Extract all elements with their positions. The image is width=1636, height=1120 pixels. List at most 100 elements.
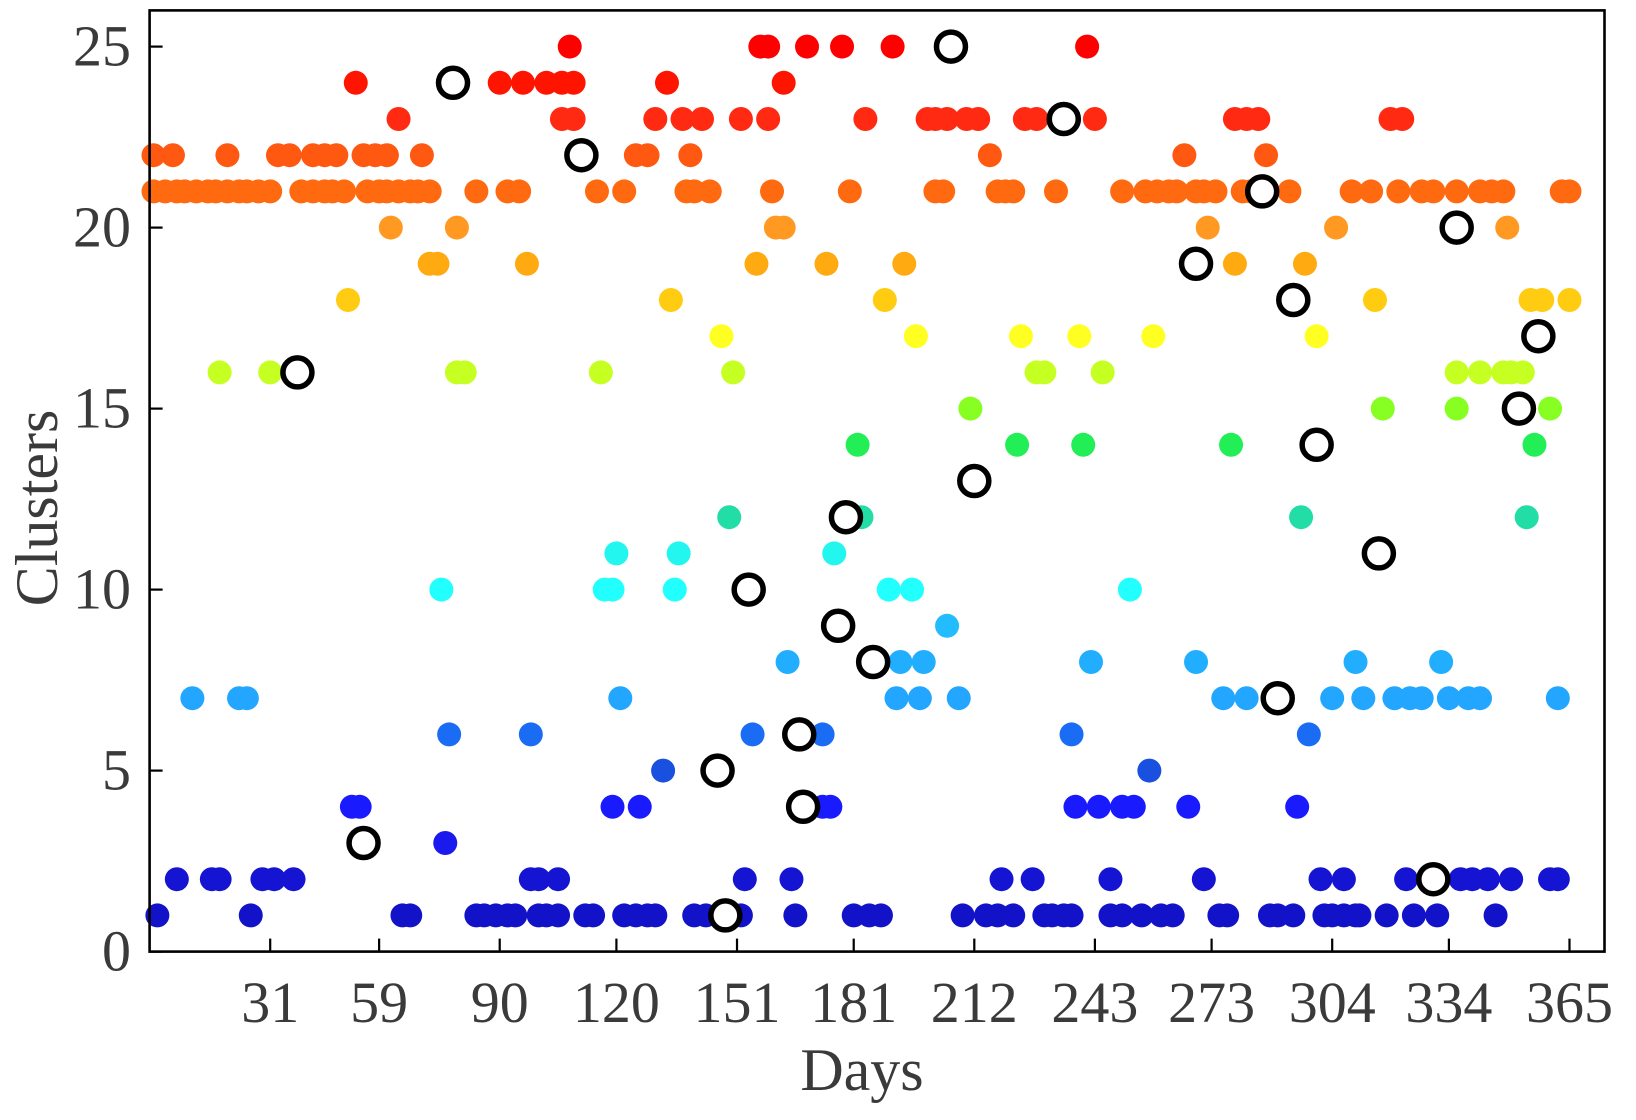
point-cluster-21 xyxy=(332,179,357,204)
point-cluster-21 xyxy=(837,179,862,204)
point-cluster-23 xyxy=(386,107,411,131)
point-cluster-21 xyxy=(1001,179,1026,204)
point-cluster-17 xyxy=(1067,324,1092,349)
open-circle-marker xyxy=(828,499,864,535)
point-cluster-2 xyxy=(732,867,757,892)
point-cluster-22 xyxy=(374,143,399,168)
point-cluster-23 xyxy=(1246,107,1271,131)
x-tick-label: 273 xyxy=(1168,970,1255,1035)
point-cluster-11 xyxy=(822,541,847,566)
open-circle-marker xyxy=(280,355,315,390)
point-cluster-21 xyxy=(1164,179,1189,204)
point-cluster-21 xyxy=(1444,179,1469,204)
point-cluster-17 xyxy=(1008,324,1033,349)
point-cluster-23 xyxy=(935,107,960,131)
filled-points-layer xyxy=(141,34,1582,928)
point-cluster-24 xyxy=(343,70,368,95)
point-cluster-11 xyxy=(666,541,691,566)
point-cluster-1 xyxy=(1347,903,1372,928)
point-cluster-6 xyxy=(437,722,462,747)
point-cluster-17 xyxy=(903,324,928,349)
point-cluster-1 xyxy=(1160,903,1185,928)
y-tick-label: 5 xyxy=(102,738,131,803)
point-cluster-8 xyxy=(1343,650,1368,674)
point-cluster-1 xyxy=(1129,903,1154,928)
point-cluster-24 xyxy=(511,70,536,95)
point-cluster-21 xyxy=(1557,179,1582,204)
open-circle-marker xyxy=(1439,210,1474,245)
point-cluster-2 xyxy=(1331,867,1356,892)
point-cluster-23 xyxy=(966,107,991,131)
point-cluster-10 xyxy=(900,577,925,602)
open-circle-marker xyxy=(1521,318,1556,354)
point-cluster-19 xyxy=(514,251,539,276)
point-cluster-20 xyxy=(1495,215,1520,240)
point-cluster-14 xyxy=(845,432,870,457)
point-cluster-18 xyxy=(658,288,683,312)
point-cluster-24 xyxy=(771,70,796,95)
point-cluster-7 xyxy=(1409,686,1434,711)
point-cluster-2 xyxy=(1098,867,1123,892)
point-cluster-17 xyxy=(709,324,734,349)
point-cluster-20 xyxy=(1324,215,1349,240)
y-tick-label: 0 xyxy=(102,919,131,984)
point-cluster-18 xyxy=(335,288,360,312)
point-cluster-4 xyxy=(1285,794,1310,819)
point-cluster-16 xyxy=(1510,360,1535,385)
point-cluster-2 xyxy=(1191,867,1216,892)
point-cluster-22 xyxy=(1172,143,1197,168)
point-cluster-4 xyxy=(347,794,372,819)
point-cluster-1 xyxy=(1059,903,1084,928)
open-circle-marker xyxy=(346,825,381,861)
point-cluster-25 xyxy=(557,34,582,59)
point-cluster-10 xyxy=(600,577,625,602)
point-cluster-8 xyxy=(1079,650,1104,674)
point-cluster-1 xyxy=(145,903,170,928)
point-cluster-6 xyxy=(1059,722,1084,747)
point-cluster-21 xyxy=(1203,179,1228,204)
point-cluster-2 xyxy=(1499,867,1524,892)
point-cluster-19 xyxy=(425,251,450,276)
axes-layer: 31 59 90 120 151 181 212 243 273 304 334 365 0 5 10 15 2… xyxy=(73,9,1613,1035)
point-cluster-23 xyxy=(561,107,586,131)
point-cluster-23 xyxy=(670,107,695,131)
point-cluster-1 xyxy=(1425,903,1450,928)
point-cluster-20 xyxy=(1195,215,1220,240)
point-cluster-23 xyxy=(756,107,781,131)
point-cluster-12 xyxy=(1514,505,1539,530)
point-cluster-23 xyxy=(643,107,668,131)
point-cluster-2 xyxy=(262,867,287,892)
open-circle-marker xyxy=(1046,101,1082,137)
point-cluster-2 xyxy=(281,867,306,892)
point-cluster-8 xyxy=(911,650,936,674)
point-cluster-1 xyxy=(643,903,668,928)
point-cluster-3 xyxy=(433,831,458,855)
point-cluster-21 xyxy=(697,179,722,204)
point-cluster-10 xyxy=(662,577,687,602)
point-cluster-1 xyxy=(581,903,606,928)
point-cluster-16 xyxy=(452,360,477,385)
point-cluster-1 xyxy=(546,903,571,928)
point-cluster-22 xyxy=(409,143,434,168)
point-cluster-19 xyxy=(1292,251,1317,276)
point-cluster-4 xyxy=(600,794,625,819)
point-cluster-22 xyxy=(678,143,703,168)
point-cluster-21 xyxy=(931,179,956,204)
point-cluster-23 xyxy=(1390,107,1415,131)
point-cluster-1 xyxy=(1483,903,1508,928)
open-circle-marker xyxy=(957,463,992,499)
point-cluster-1 xyxy=(1215,903,1240,928)
point-cluster-7 xyxy=(907,686,932,711)
x-axis-label: Days xyxy=(800,1037,923,1103)
point-cluster-2 xyxy=(164,867,189,892)
point-cluster-21 xyxy=(1277,179,1302,204)
open-circle-marker xyxy=(781,717,817,752)
open-circle-marker xyxy=(708,898,743,933)
point-cluster-2 xyxy=(1475,867,1500,892)
open-circle-marker xyxy=(855,644,891,680)
point-cluster-2 xyxy=(989,867,1014,892)
point-cluster-16 xyxy=(258,360,283,385)
point-cluster-21 xyxy=(1043,179,1068,204)
point-cluster-7 xyxy=(234,686,259,711)
point-cluster-15 xyxy=(958,396,983,421)
